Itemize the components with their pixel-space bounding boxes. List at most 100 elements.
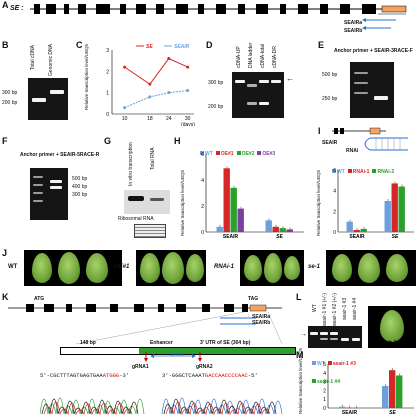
genotype-wt: WT — [8, 264, 18, 270]
lane-l-4: seair-1 #3 — [342, 297, 348, 320]
bar — [339, 406, 346, 408]
ytick: 1 — [323, 397, 326, 403]
lane-l-1: WT — [312, 304, 318, 312]
gene-structure-diagram — [30, 4, 407, 30]
grna-markers — [144, 352, 202, 362]
legend-m: WT seair-1 #3 seair-1 #4 — [312, 352, 372, 385]
bar — [230, 187, 237, 232]
ytick: 6 — [333, 168, 336, 174]
panel-k-label: K — [2, 292, 9, 302]
genotype-se1: se-1 — [308, 264, 321, 270]
marker-f-300: 300 bp — [72, 192, 88, 198]
probe-b-label: SEAIRb — [344, 28, 363, 34]
chart-h: 0 2 4 6 SEAIR SE — [201, 152, 304, 240]
legend-item: WT — [312, 361, 325, 367]
grna2-label: gRNA2 — [196, 364, 213, 370]
ytick: 2 — [323, 388, 326, 394]
legend-label: OE#2 — [241, 151, 255, 157]
bar — [279, 228, 286, 232]
chart-h-ylabel: Relative transcription level/UBQ5 — [180, 169, 185, 236]
bar — [237, 208, 244, 232]
legend-label: WT — [317, 361, 325, 367]
legend-item: seair-1 #3 — [327, 361, 356, 367]
panel-c-label: C — [76, 40, 83, 50]
gel-l — [308, 326, 362, 348]
lane-l-3: seair-1 #2 (+/-) — [332, 293, 338, 326]
panel-a-label: A — [2, 0, 9, 10]
ytick: 2 — [201, 204, 204, 210]
marker-200: 200 bp — [2, 100, 18, 106]
point-se — [186, 65, 190, 69]
ribosomal-rna-gel — [134, 224, 166, 238]
legend-label: WT — [337, 169, 345, 175]
marker-d-200: 200 bp — [208, 104, 224, 110]
xlabel-c: (days) — [181, 122, 195, 126]
chart-c-ylabel: Relative transcription level/UBQ5 — [84, 43, 89, 110]
utr-label: 3' UTR of SE (304 bp) — [200, 340, 251, 346]
point-se — [148, 82, 152, 86]
point-seair — [186, 89, 190, 93]
panel-e-label: E — [318, 40, 325, 50]
xtick-se: SE — [389, 410, 396, 416]
bar — [286, 229, 293, 232]
leaf-panel-wt — [24, 250, 122, 286]
bar — [346, 407, 353, 409]
chart-i-ylabel: Relative transcription level/UBQ5 — [316, 169, 321, 236]
legend-item: RNAi-1 — [347, 169, 370, 175]
legend-label: RNAi-1 — [352, 169, 370, 175]
legend-item: WT — [332, 169, 345, 175]
gel-d — [232, 72, 284, 118]
bar — [216, 226, 223, 232]
xtick-c: 30 — [185, 116, 191, 122]
ytick: 6 — [201, 152, 204, 158]
leaf-panel-seair1 — [368, 306, 416, 348]
bar — [346, 221, 353, 232]
xtick-c: 10 — [122, 116, 128, 122]
gene-name: SE : — [10, 5, 24, 12]
northern-blot — [124, 190, 170, 214]
legend-i: WT RNAi-1 RNAi-2 — [332, 160, 418, 175]
delete-label: delete — [170, 352, 184, 358]
sequence-1: 5'-CGCTTTAGTGAGTGAAATGGG-3' — [40, 372, 130, 379]
legend-label: seair-1 #3 — [332, 361, 356, 367]
bar — [265, 220, 272, 232]
bar — [353, 407, 360, 409]
probe-kb: SEAIRb — [252, 320, 271, 326]
lane-d-1: cDNA-UP — [236, 46, 242, 68]
bar — [384, 201, 391, 232]
panel-f-label: F — [2, 136, 8, 146]
xtick-c: 24 — [166, 116, 172, 122]
chart-c: 0 1 2 3 10 18 24 30(days) SE SEAIR — [106, 44, 195, 126]
lane-g-1: In vitro transcription — [128, 142, 134, 186]
panel-m-label: M — [296, 350, 304, 360]
legend-item: OE#1 — [215, 151, 234, 157]
legend-item: seair-1 #4 — [312, 379, 340, 385]
legend-label: SE — [146, 44, 153, 50]
genotype-oe1: OE#1 — [114, 264, 130, 270]
gel-e — [350, 62, 394, 118]
lane-l-2: seair-1 #1 (+/-) — [322, 293, 328, 326]
point-se — [167, 57, 171, 61]
legend-item: WT — [200, 151, 213, 157]
ytick: 0 — [323, 406, 326, 412]
tag-label: TAG — [248, 296, 259, 302]
probe-ka: SEAIRa — [252, 314, 271, 320]
xtick-se: SE — [276, 234, 283, 240]
point-seair — [167, 91, 171, 95]
chart-m-ylabel: Relative transcription level/UBQ5 — [298, 347, 303, 414]
xtick-seair: SEAIR — [342, 410, 358, 416]
legend-label: seair-1 #4 — [317, 379, 341, 385]
ytick: 4 — [201, 178, 204, 184]
bar — [353, 229, 360, 232]
marker-e-250: 250 bp — [322, 96, 338, 102]
ytick: 0 — [201, 230, 204, 236]
legend-label: WT — [205, 151, 213, 157]
lane-d-2: DNA ladder — [248, 42, 254, 68]
point-seair — [148, 95, 152, 99]
leaf-panel-rnai1 — [240, 250, 304, 286]
panel-h-label: H — [174, 136, 181, 146]
len-148: 148 bp — [80, 340, 96, 346]
gene-model-k — [8, 304, 283, 345]
panel-j-label: J — [2, 248, 8, 258]
panel-l-label: L — [296, 292, 302, 302]
